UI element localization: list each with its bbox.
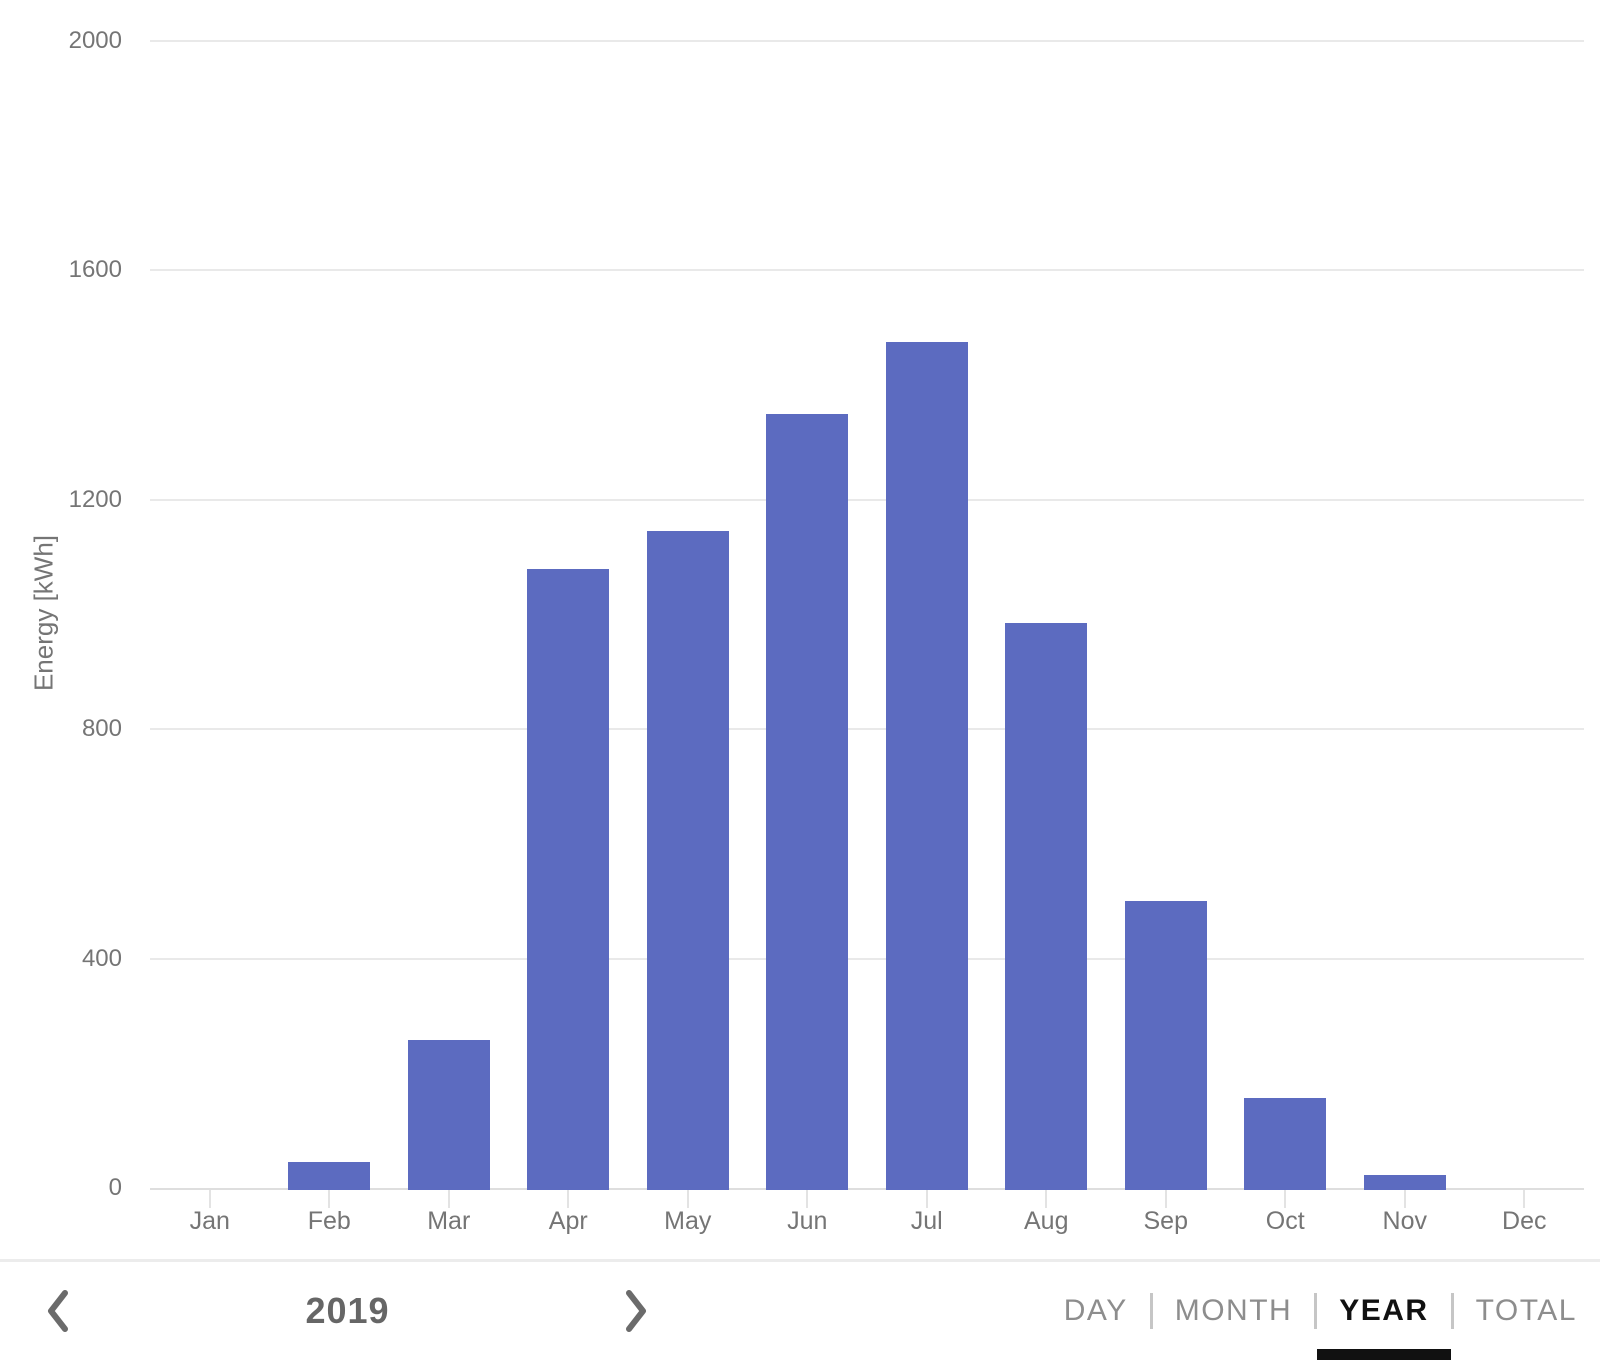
year-label: 2019 (305, 1290, 390, 1331)
selected-tab-indicator (1317, 1349, 1451, 1360)
gridline-0 (150, 1188, 1584, 1190)
y-tick-label: 400 (81, 944, 122, 972)
bar-nov[interactable] (1363, 1174, 1446, 1190)
footer-divider (0, 1259, 1600, 1262)
x-tick-nov (1403, 1190, 1406, 1208)
tab-total[interactable]: TOTAL (1475, 1294, 1577, 1327)
x-label-jan: Jan (189, 1207, 230, 1235)
bar-oct[interactable] (1244, 1097, 1327, 1190)
x-tick-mar (447, 1190, 450, 1208)
bar-jun[interactable] (766, 413, 849, 1190)
bar-may[interactable] (646, 531, 729, 1190)
x-tick-dec (1523, 1190, 1526, 1208)
x-label-jul: Jul (910, 1207, 943, 1235)
x-tick-jul (925, 1190, 928, 1208)
bar-apr[interactable] (527, 568, 610, 1190)
x-label-feb: Feb (307, 1207, 351, 1235)
x-tick-jun (806, 1190, 809, 1208)
gridline-800 (150, 728, 1584, 731)
x-label-apr: Apr (548, 1207, 588, 1235)
footer-toolbar: 2019 DAY MONTH YEAR TOTAL (0, 1262, 1600, 1360)
tab-year[interactable]: YEAR (1317, 1262, 1451, 1360)
x-label-dec: Dec (1502, 1207, 1547, 1235)
tab-year-label: YEAR (1339, 1294, 1429, 1327)
y-tick-label: 1600 (68, 256, 122, 284)
bar-aug[interactable] (1005, 623, 1088, 1190)
x-label-jun: Jun (787, 1207, 828, 1235)
bar-mar[interactable] (407, 1040, 490, 1190)
x-tick-jan (208, 1190, 211, 1208)
x-tick-aug (1045, 1190, 1048, 1208)
gridline-1200 (150, 498, 1584, 501)
prev-year-button[interactable] (34, 1288, 82, 1336)
x-tick-feb (328, 1190, 331, 1208)
chevron-left-icon (46, 1289, 70, 1336)
bar-chart: Energy [kWh] 2000 1600 1200 800 400 0 Jan Feb Ma… (28, 27, 1584, 1235)
y-axis-title: Energy [kWh] (28, 534, 59, 692)
tab-month[interactable]: MONTH (1174, 1294, 1293, 1327)
y-tick-label: 0 (108, 1174, 122, 1201)
next-year-button[interactable] (612, 1288, 660, 1336)
gridline-1600 (150, 269, 1584, 272)
x-label-sep: Sep (1143, 1207, 1188, 1235)
bar-feb[interactable] (288, 1162, 371, 1190)
y-tick-label: 800 (81, 715, 122, 743)
bar-sep[interactable] (1124, 901, 1207, 1190)
x-label-aug: Aug (1024, 1207, 1069, 1235)
y-tick-label: 1200 (68, 485, 122, 513)
tab-day[interactable]: DAY (1063, 1294, 1128, 1327)
x-label-nov: Nov (1382, 1207, 1427, 1235)
x-label-mar: Mar (427, 1207, 471, 1235)
x-tick-sep (1164, 1190, 1167, 1208)
chevron-right-icon (624, 1289, 648, 1336)
y-tick-label: 2000 (68, 27, 122, 54)
tab-separator (1450, 1293, 1454, 1329)
tab-separator (1314, 1293, 1318, 1329)
x-label-may: May (664, 1207, 712, 1235)
x-tick-may (686, 1190, 689, 1208)
view-tabs: DAY MONTH YEAR TOTAL (1042, 1262, 1599, 1360)
tab-separator (1149, 1293, 1153, 1329)
bar-jul[interactable] (885, 342, 968, 1190)
gridline-400 (150, 957, 1584, 960)
x-tick-apr (567, 1190, 570, 1208)
x-label-oct: Oct (1265, 1207, 1305, 1235)
x-tick-oct (1284, 1190, 1287, 1208)
gridline-2000 (150, 40, 1584, 42)
